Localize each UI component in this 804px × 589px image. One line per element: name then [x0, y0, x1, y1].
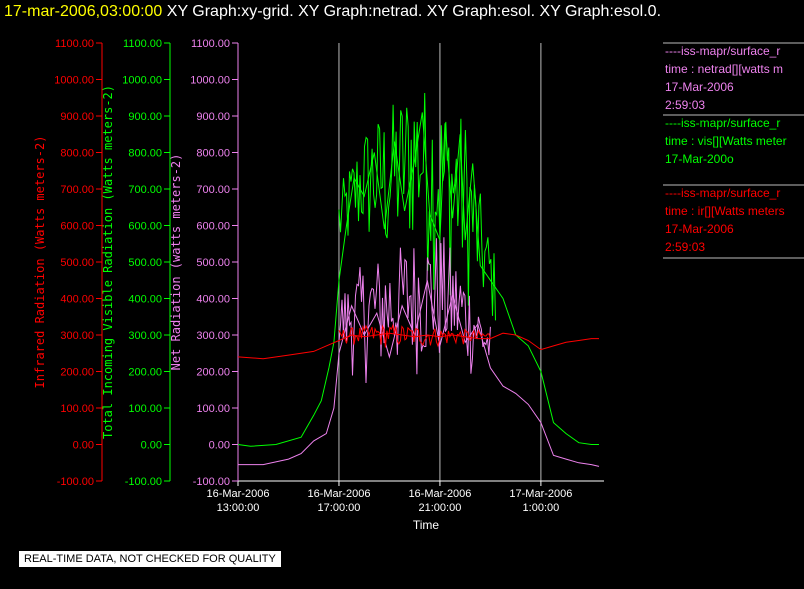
series-netrad [238, 237, 600, 467]
y-tick-label: -100.00 [125, 476, 162, 488]
grid-layer [338, 43, 542, 481]
y-tick-label: 100.00 [60, 403, 94, 415]
y-tick-label: 900.00 [60, 111, 94, 123]
series-vis [237, 92, 599, 447]
title-label-2: XY Graph:netrad. [298, 3, 423, 20]
y-tick-label: 0.00 [73, 440, 94, 452]
y-tick-label: -100.00 [193, 476, 230, 488]
title-label-1: XY Graph:xy-grid. [166, 3, 294, 20]
series-noise-vis [338, 92, 496, 321]
y-axis-title: Total Incoming Visible Radiation (Watts … [101, 85, 115, 439]
series-layer [237, 92, 600, 467]
legend-text: time : ir[][Watts meters [665, 204, 785, 218]
legend-text: ----iss-mapr/surface_r [665, 44, 780, 58]
y-tick-label: 800.00 [128, 148, 162, 160]
y-tick-label: 1000.00 [122, 75, 162, 87]
y-tick-label: 500.00 [60, 257, 94, 269]
y-tick-label: 300.00 [60, 330, 94, 342]
y-tick-label: 400.00 [196, 294, 230, 306]
x-tick-label-time: 17:00:00 [318, 502, 361, 514]
y-tick-label: 600.00 [60, 221, 94, 233]
y-tick-label: 100.00 [196, 403, 230, 415]
series-line-netrad [238, 280, 600, 467]
y-tick-label: 700.00 [128, 184, 162, 196]
title-label-4: XY Graph:esol.0. [539, 3, 662, 20]
y-tick-label: 300.00 [128, 330, 162, 342]
y-axis-title: Net Radiation (watts meters-2) [169, 154, 183, 371]
y-tick-label: 900.00 [196, 111, 230, 123]
x-tick-label-time: 1:00:00 [523, 502, 560, 514]
x-tick-label-date: 16-Mar-2006 [207, 488, 270, 500]
y-tick-label: 800.00 [196, 148, 230, 160]
y-tick-label: 600.00 [196, 221, 230, 233]
y-tick-label: 1000.00 [190, 75, 230, 87]
y-tick-label: -100.00 [57, 476, 94, 488]
y-tick-label: 700.00 [60, 184, 94, 196]
series-noise-netrad [338, 237, 491, 384]
y-tick-label: 900.00 [128, 111, 162, 123]
y-tick-label: 100.00 [128, 403, 162, 415]
y-tick-label: 1100.00 [191, 38, 230, 50]
x-tick-label-time: 21:00:00 [419, 502, 462, 514]
y-tick-label: 0.00 [141, 440, 162, 452]
legend-text: ----iss-mapr/surface_r [665, 116, 780, 130]
legend-text: 17-Mar-2006 [665, 80, 734, 94]
y-tick-label: 700.00 [196, 184, 230, 196]
y-tick-label: 1100.00 [55, 38, 94, 50]
y-tick-label: 600.00 [128, 221, 162, 233]
axes-layer: 16-Mar-2006 13:00:00 16-Mar-2006 17:00:00 16… [33, 38, 604, 532]
window-title: 17-mar-2006,03:00:00 XY Graph:xy-grid. X… [4, 3, 661, 21]
x-tick-label-date: 16-Mar-2006 [408, 488, 471, 500]
y-tick-label: 0.00 [209, 440, 230, 452]
legend-text: time : vis[][Watts meter [665, 134, 787, 148]
y-tick-label: 500.00 [196, 257, 230, 269]
series-ir [237, 323, 599, 360]
y-axis-title: Infrared Radiation (Watts meters-2) [33, 136, 47, 389]
legend-text: 2:59:03 [665, 98, 705, 112]
legend-text: 2:59:03 [665, 240, 705, 254]
x-tick-label-time: 13:00:00 [217, 502, 260, 514]
y-tick-label: 200.00 [196, 367, 230, 379]
x-axis-title: Time [413, 518, 440, 532]
x-tick-label-date: 17-Mar-2006 [509, 488, 572, 500]
legend-text: 17-Mar-2006 [665, 222, 734, 236]
legend-text: ----iss-mapr/surface_r [665, 186, 780, 200]
y-tick-label: 500.00 [128, 257, 162, 269]
y-tick-label: 400.00 [60, 294, 94, 306]
series-noise-ir [338, 323, 491, 348]
y-tick-label: 1100.00 [123, 38, 162, 50]
legend-text: 17-Mar-200o [665, 152, 734, 166]
y-tick-label: 300.00 [196, 330, 230, 342]
title-timestamp: 17-mar-2006,03:00:00 [4, 3, 163, 20]
title-label-3: XY Graph:esol. [426, 3, 536, 20]
y-tick-label: 800.00 [60, 148, 94, 160]
y-tick-label: 200.00 [60, 367, 94, 379]
quality-notice: REAL-TIME DATA, NOT CHECKED FOR QUALITY [19, 551, 281, 567]
y-tick-label: 1000.00 [54, 75, 94, 87]
x-tick-label-date: 16-Mar-2006 [307, 488, 370, 500]
legend-text: time : netrad[][watts m [665, 62, 783, 76]
series-line-ir [237, 332, 599, 360]
y-tick-label: 400.00 [128, 294, 162, 306]
y-tick-label: 200.00 [128, 367, 162, 379]
